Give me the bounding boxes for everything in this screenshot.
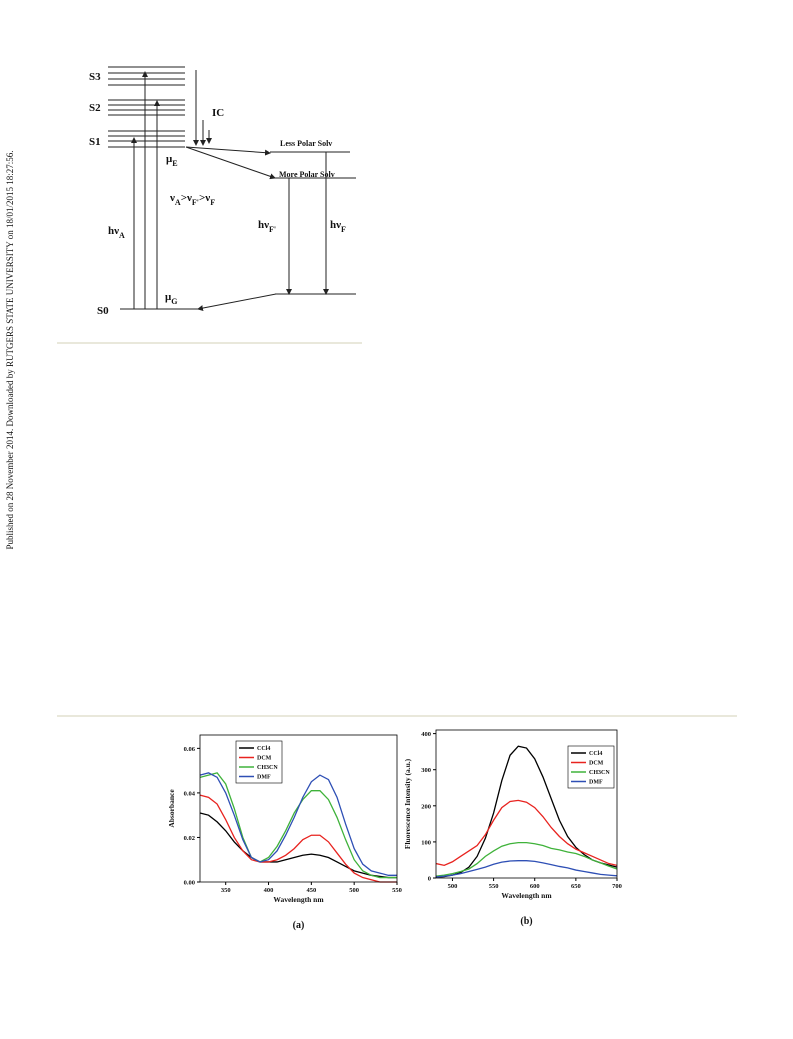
series-line — [199, 794, 397, 883]
y-axis-label: Absorbance — [167, 789, 176, 828]
x-tick-label: 700 — [612, 883, 622, 890]
x-axis-label: Wavelength nm — [273, 895, 324, 904]
x-tick-label: 600 — [530, 883, 540, 890]
plot-frame — [435, 729, 618, 879]
text: ν — [169, 192, 175, 204]
text: >ν — [199, 192, 210, 204]
legend-label: CH3CN — [589, 770, 610, 776]
y-tick-label: 0.04 — [184, 790, 196, 797]
legend-label: CCl4 — [589, 751, 602, 757]
caption: (a) — [293, 920, 305, 931]
y-tick-label: 0.06 — [184, 746, 196, 753]
legend-label: CH3CN — [257, 765, 278, 771]
caption: (b) — [520, 916, 532, 927]
x-tick-label: 400 — [264, 887, 274, 894]
subscript: F — [210, 198, 215, 207]
legend-label: DMF — [589, 780, 603, 786]
h-nu-a: hνA — [108, 225, 125, 240]
y-tick-label: 400 — [421, 731, 431, 738]
level-label: S0 — [97, 305, 109, 317]
text: μ — [166, 153, 173, 165]
text: μ — [165, 291, 172, 303]
series-line — [199, 812, 397, 879]
side-note: Published on 28 November 2014. Downloade… — [5, 151, 15, 550]
text: >ν — [181, 192, 192, 204]
mu-g: μG — [165, 291, 177, 306]
h-nu-f: hνF — [330, 219, 346, 234]
subscript: G — [171, 297, 177, 306]
series-line — [435, 860, 618, 878]
x-tick-label: 500 — [349, 887, 359, 894]
ic-label: IC — [212, 107, 224, 119]
text: hν — [108, 225, 119, 237]
text: hν — [258, 219, 269, 231]
y-tick-label: 200 — [421, 803, 431, 810]
x-tick-label: 550 — [392, 887, 402, 894]
series-line — [199, 772, 397, 876]
series-line — [199, 772, 397, 879]
frequency-order: νA>νF'>νF — [169, 192, 215, 207]
x-axis-label: Wavelength nm — [501, 891, 552, 900]
level-label: S1 — [89, 136, 101, 148]
subscript: F' — [192, 198, 199, 207]
solvent-label: More Polar Solv — [279, 170, 335, 179]
legend-label: DCM — [257, 756, 272, 762]
text: hν — [330, 219, 341, 231]
h-nu-f-prime: hνF' — [258, 219, 276, 234]
legend-label: DCM — [589, 761, 604, 767]
legend-label: CCl4 — [257, 746, 270, 752]
level-label: S2 — [89, 102, 101, 114]
mu-e: μE — [166, 153, 178, 168]
series-line — [435, 841, 618, 877]
series-line — [435, 745, 618, 878]
chart: 350 400 450 500 550 0.00 0.02 0.04 0.06 Wavelengt… — [167, 734, 402, 931]
plot-frame — [199, 734, 398, 883]
y-tick-label: 300 — [421, 767, 431, 774]
subscript: A — [175, 198, 181, 207]
x-tick-label: 550 — [489, 883, 499, 890]
chart: 500 550 600 650 700 0 100 200 300 400 Wavelength n… — [403, 729, 622, 927]
x-tick-label: 350 — [221, 887, 231, 894]
subscript: F — [341, 225, 346, 234]
solvent-label: Less Polar Solv — [280, 139, 332, 148]
y-tick-label: 0.00 — [184, 880, 195, 887]
subscript: F' — [269, 225, 276, 234]
y-axis-label: Fluorescence Intensity (a.u.) — [403, 758, 412, 849]
charts: 350 400 450 500 550 0.00 0.02 0.04 0.06 Wavelengt… — [167, 729, 622, 931]
y-tick-label: 0 — [428, 876, 431, 883]
energy-diagram: S3 S2 S1 S0 IC μE μG νA>νF'>νF hνA hνF' … — [89, 66, 356, 317]
x-tick-label: 450 — [306, 887, 316, 894]
series-line — [435, 799, 618, 867]
subscript: A — [119, 231, 125, 240]
x-tick-label: 500 — [448, 883, 458, 890]
level-label: S3 — [89, 71, 101, 83]
y-tick-label: 100 — [421, 839, 431, 846]
subscript: E — [172, 159, 177, 168]
legend-label: DMF — [257, 775, 271, 781]
x-tick-label: 650 — [571, 883, 581, 890]
y-tick-label: 0.02 — [184, 835, 195, 842]
